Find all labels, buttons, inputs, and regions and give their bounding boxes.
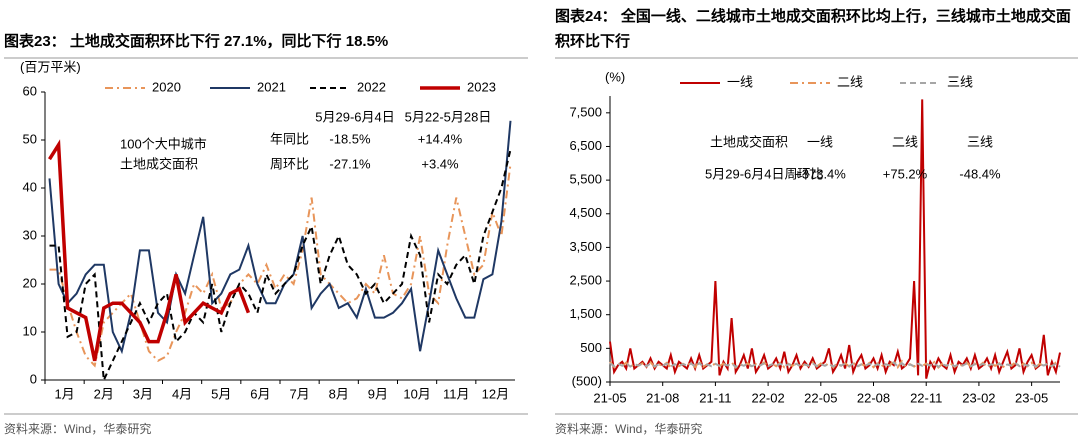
y-tick-label: 40 bbox=[23, 179, 37, 194]
annotation-value: -48.4% bbox=[959, 166, 1001, 181]
annotation-value: +75.2% bbox=[883, 166, 928, 181]
annotation-header: 一线 bbox=[807, 134, 833, 149]
legend-label: 2023 bbox=[467, 79, 496, 94]
x-tick-label: 8月 bbox=[329, 386, 349, 401]
series-line bbox=[49, 149, 512, 384]
legend-label: 二线 bbox=[837, 74, 863, 89]
chart-title-box: 图表24： 全国一线、二线城市土地成交面积环比均上行，三线城市土地成交面积环比下… bbox=[555, 8, 1071, 50]
y-axis-label: (百万平米) bbox=[20, 59, 81, 74]
legend-label: 2022 bbox=[357, 79, 386, 94]
annotation-row-name: 周环比 bbox=[270, 156, 309, 171]
x-tick-label: 6月 bbox=[250, 386, 270, 401]
y-tick-label: 30 bbox=[23, 227, 37, 242]
y-tick-label: 50 bbox=[23, 131, 37, 146]
y-tick-label: 20 bbox=[23, 275, 37, 290]
annotation-label: 100个大中城市 bbox=[120, 136, 207, 151]
x-tick-label: 21-11 bbox=[699, 390, 731, 405]
y-tick-label: 7,500 bbox=[569, 104, 602, 119]
annotation-value: -27.1% bbox=[329, 156, 371, 171]
annotation-value: -18.5% bbox=[329, 131, 371, 146]
chart-title: 图表24： 全国一线、二线城市土地成交面积环比均上行，三线城市土地成交面积环比下… bbox=[555, 8, 1071, 50]
y-tick-label: (500) bbox=[572, 373, 602, 388]
series-line bbox=[48, 139, 251, 362]
y-tick-label: 5,500 bbox=[569, 172, 602, 187]
x-tick-label: 22-05 bbox=[804, 390, 837, 405]
annotation-label: 土地成交面积 bbox=[710, 134, 788, 149]
legend-label: 三线 bbox=[947, 74, 973, 89]
series-line bbox=[48, 120, 512, 355]
x-tick-label: 21-08 bbox=[646, 390, 679, 405]
x-tick-label: 7月 bbox=[289, 386, 309, 401]
y-tick-label: 60 bbox=[23, 83, 37, 98]
x-tick-label: 3月 bbox=[133, 386, 153, 401]
x-tick-label: 23-05 bbox=[1015, 390, 1048, 405]
legend-label: 2021 bbox=[257, 79, 286, 94]
x-tick-label: 23-02 bbox=[962, 390, 995, 405]
x-tick-label: 22-11 bbox=[910, 390, 942, 405]
x-tick-label: 11月 bbox=[443, 386, 470, 401]
x-tick-label: 10月 bbox=[403, 386, 430, 401]
y-tick-label: 2,500 bbox=[569, 272, 602, 287]
y-tick-label: 3,500 bbox=[569, 239, 602, 254]
legend-label: 2020 bbox=[152, 79, 181, 94]
y-tick-label: 0 bbox=[30, 371, 37, 386]
x-tick-label: 9月 bbox=[368, 386, 388, 401]
annotation-header: 5月29-6月4日 bbox=[315, 109, 394, 124]
y-axis-label: (%) bbox=[605, 69, 625, 84]
x-tick-label: 5月 bbox=[211, 386, 231, 401]
series-line bbox=[609, 99, 1061, 379]
y-tick-label: 4,500 bbox=[569, 205, 602, 220]
y-tick-label: 10 bbox=[23, 323, 37, 338]
legend-label: 一线 bbox=[727, 74, 753, 89]
y-tick-label: 500 bbox=[580, 340, 602, 355]
annotation-value: +3.4% bbox=[421, 156, 459, 171]
annotation-row-name: 5月29-6月4日周环比 bbox=[705, 166, 823, 181]
annotation-value: +14.4% bbox=[418, 131, 463, 146]
source: 资料来源：Wind，华泰研究 bbox=[555, 421, 702, 436]
annotation-value: +373.4% bbox=[794, 166, 846, 181]
x-tick-label: 4月 bbox=[172, 386, 192, 401]
x-tick-label: 22-02 bbox=[751, 390, 784, 405]
x-tick-label: 1月 bbox=[54, 386, 74, 401]
y-tick-label: 6,500 bbox=[569, 138, 602, 153]
annotation-header: 二线 bbox=[892, 134, 918, 149]
source: 资料来源：Wind，华泰研究 bbox=[4, 421, 151, 436]
series-line bbox=[609, 361, 1061, 369]
annotation-row-name: 年同比 bbox=[270, 131, 309, 146]
x-tick-label: 21-05 bbox=[593, 390, 626, 405]
x-tick-label: 12月 bbox=[482, 386, 509, 401]
x-tick-label: 22-08 bbox=[857, 390, 890, 405]
annotation-header: 5月22-5月28日 bbox=[405, 109, 492, 124]
annotation-label: 土地成交面积 bbox=[120, 156, 198, 171]
series-line bbox=[49, 163, 512, 368]
x-tick-label: 2月 bbox=[94, 386, 114, 401]
y-tick-label: 1,500 bbox=[569, 306, 602, 321]
annotation-header: 三线 bbox=[967, 134, 993, 149]
chart-title: 图表23： 土地成交面积环比下行 27.1%，同比下行 18.5% bbox=[4, 32, 388, 50]
